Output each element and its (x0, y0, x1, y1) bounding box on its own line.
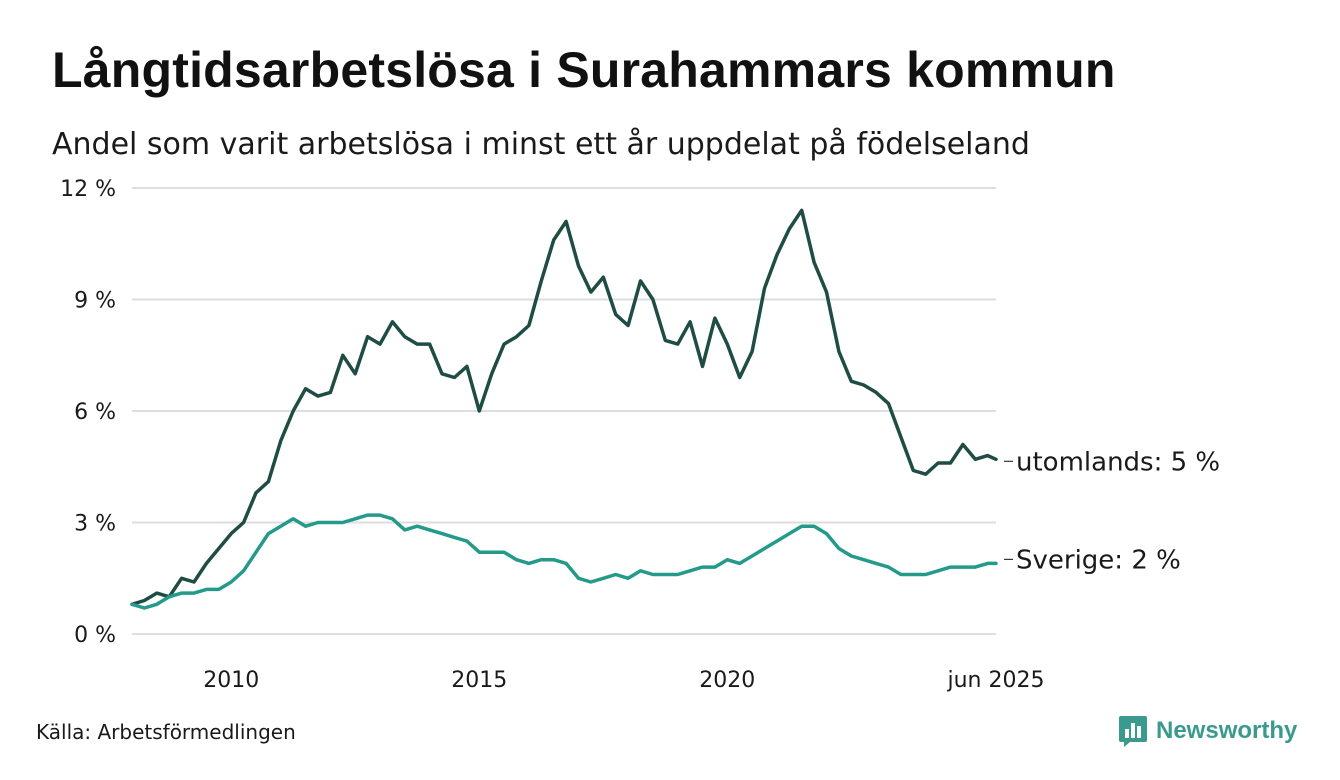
y-tick-label: 3 % (74, 512, 116, 537)
x-tick-label: 2020 (699, 668, 755, 693)
y-tick-label: 9 % (74, 289, 116, 314)
series-line-utomlands (130, 208, 998, 607)
x-tick-label: 2010 (203, 668, 259, 693)
brand-logo: Newsworthy (1118, 714, 1297, 748)
newsworthy-logo-icon (1119, 716, 1147, 747)
series-lines (130, 208, 998, 610)
y-tick-label: 12 % (60, 177, 116, 202)
y-tick-label: 0 % (74, 623, 116, 648)
source-note: Källa: Arbetsförmedlingen (36, 720, 296, 744)
x-tick-label: 2015 (451, 668, 507, 693)
series-end-label-sverige: Sverige: 2 % (1016, 545, 1181, 575)
x-axis-ticks: 2010 2015 2020 jun 2025 (203, 668, 1044, 693)
chart-title: Långtidsarbetslösa i Surahammars kommun (52, 42, 1116, 98)
y-axis-ticks: 0 % 3 % 6 % 9 % 12 % (60, 177, 116, 648)
series-end-labels: utomlands: 5 % Sverige: 2 % (1004, 447, 1220, 575)
brand-name: Newsworthy (1156, 717, 1298, 744)
y-tick-label: 6 % (74, 400, 116, 425)
chart-subtitle: Andel som varit arbetslösa i minst ett å… (52, 127, 1030, 162)
gridlines (132, 187, 996, 635)
x-tick-label: jun 2025 (947, 668, 1045, 693)
series-line-sverige (130, 513, 998, 610)
series-end-label-utomlands: utomlands: 5 % (1016, 447, 1220, 477)
